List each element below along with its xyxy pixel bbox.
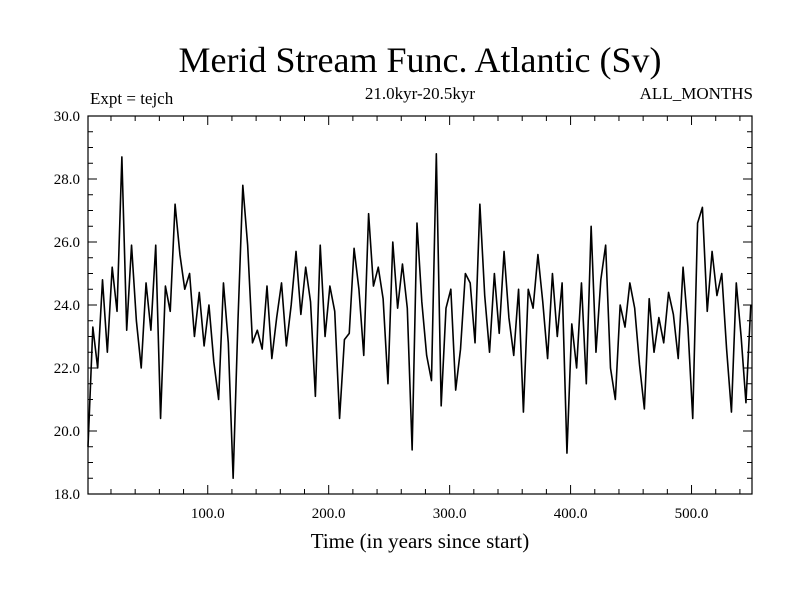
chart-title: Merid Stream Func. Atlantic (Sv) — [179, 40, 662, 80]
experiment-label: Expt = tejch — [90, 89, 174, 108]
series-line — [87, 153, 752, 480]
y-tick-label: 20.0 — [54, 424, 80, 440]
y-tick-label: 30.0 — [54, 109, 80, 125]
x-tick-label: 300.0 — [433, 506, 467, 522]
y-tick-label: 24.0 — [54, 298, 80, 314]
x-tick-label: 500.0 — [675, 506, 709, 522]
x-axis: 100.0 200.0 300.0 400.0 500.0 — [110, 116, 741, 522]
plot-frame — [87, 115, 753, 495]
x-tick-label: 100.0 — [191, 506, 225, 522]
chart-subtitle: 21.0kyr-20.5kyr — [365, 84, 475, 103]
x-axis-label: Time (in years since start) — [311, 529, 530, 553]
y-tick-label: 18.0 — [54, 487, 80, 503]
y-tick-label: 22.0 — [54, 361, 80, 377]
y-tick-label: 26.0 — [54, 235, 80, 251]
x-tick-label: 400.0 — [554, 506, 588, 522]
months-label: ALL_MONTHS — [640, 84, 753, 103]
y-tick-label: 28.0 — [54, 172, 80, 188]
y-axis: 18.0 20.0 22.0 24.0 26.0 28.0 30.0 — [54, 109, 752, 503]
x-tick-label: 200.0 — [312, 506, 346, 522]
